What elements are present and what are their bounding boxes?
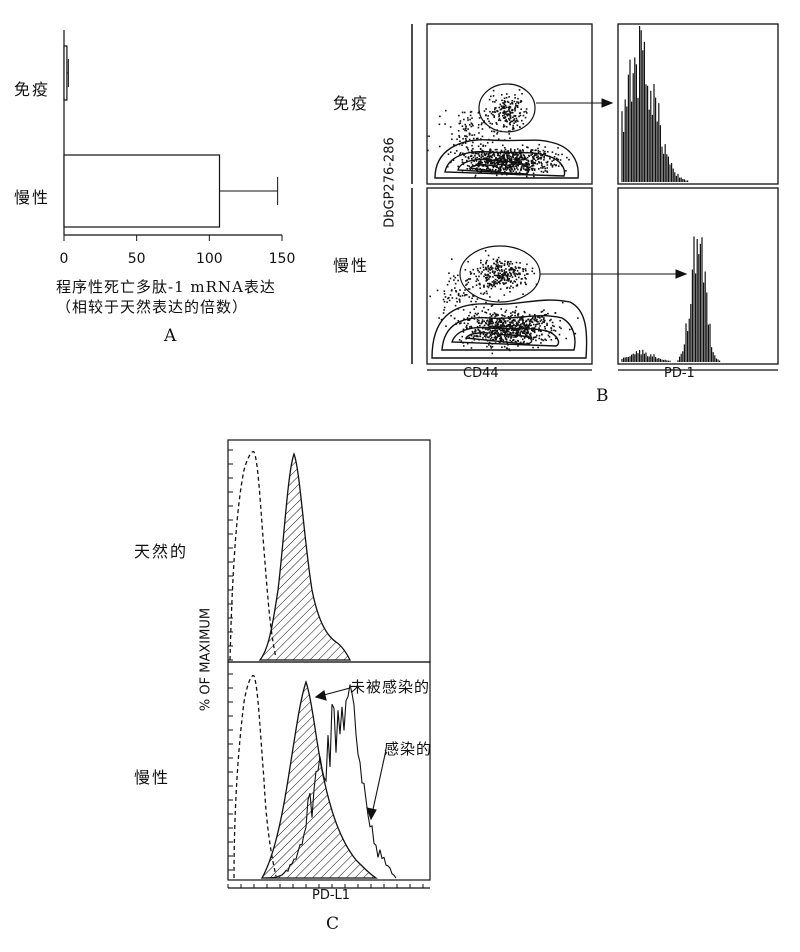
panel-a-x-tick-label: 100 [196, 251, 223, 267]
panel-c-letter: C [326, 914, 339, 934]
panel-b-row-immune: 免疫 [333, 90, 369, 114]
panel-a-letter: A [164, 326, 176, 346]
panel-b-hist-chronic-bars [622, 236, 720, 362]
panel-c-chronic-dashed-control [234, 676, 276, 878]
panel-b-row-chronic: 慢性 [333, 252, 369, 276]
panel-a-xlabel-line1: 程序性死亡多肽-1 mRNA表达 [56, 276, 276, 297]
panel-a-category-immune: 免疫 [14, 76, 50, 100]
panel-a-x-tick-label: 50 [128, 251, 146, 267]
panel-c-naive-hatched-peak [260, 454, 350, 660]
panel-a-bar [64, 46, 67, 100]
panel-b-hist-immune-bars [622, 26, 688, 182]
panel-b-letter: B [596, 386, 609, 406]
panel-b-hist-immune [618, 24, 778, 184]
panel-a-bar [64, 155, 220, 227]
panel-c-row-chronic: 慢性 [134, 764, 170, 788]
panel-a-category-chronic: 慢性 [14, 184, 50, 208]
panel-c-chronic-hatched-peak [262, 682, 376, 878]
panel-b-hist-chronic [618, 188, 778, 364]
panel-c-naive-dashed-control [230, 452, 276, 660]
panel-c-xlabel: PD-L1 [312, 888, 350, 903]
panel-a-x-tick-label: 150 [269, 251, 296, 267]
panel-c-row-naive: 天然的 [134, 538, 188, 562]
panel-c-plots [200, 430, 460, 890]
panel-a-x-tick-label: 0 [60, 251, 69, 267]
panel-a-chart: 0 50 100 150 [0, 0, 300, 300]
panel-b-plots [390, 20, 790, 380]
panel-a-xlabel-line2: （相较于天然表达的倍数） [56, 296, 248, 317]
